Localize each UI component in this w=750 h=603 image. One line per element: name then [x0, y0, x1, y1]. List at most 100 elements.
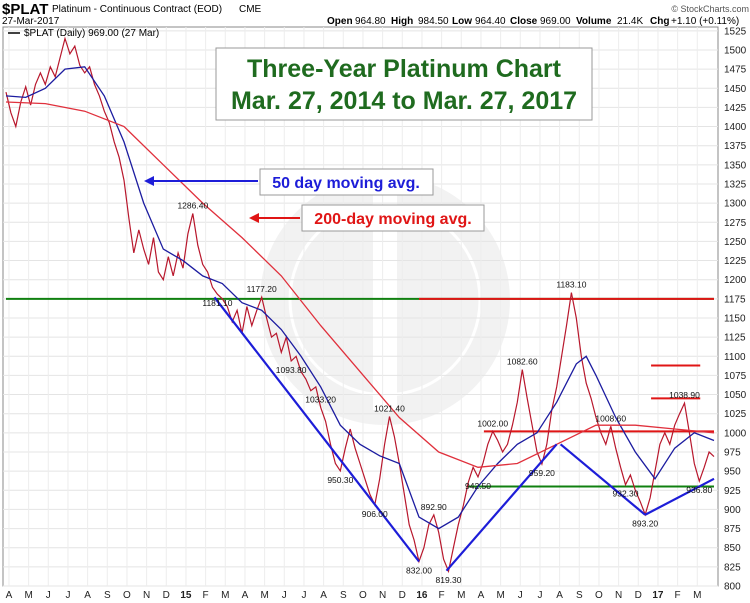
trend-line [644, 477, 715, 516]
y-tick-label: 1275 [724, 218, 747, 229]
y-tick-label: 1475 [724, 65, 747, 76]
x-tick-label: S [104, 590, 111, 601]
x-tick-label: A [84, 590, 91, 601]
symbol: $PLAT [2, 1, 48, 18]
ma200-label: 200-day moving avg. [314, 211, 471, 228]
x-tick-label: A [242, 590, 249, 601]
x-tick-label: N [615, 590, 622, 601]
price-label: 932.30 [613, 489, 639, 499]
watermark-logo [260, 175, 510, 425]
chg-value: +1.10 (+0.11%) [671, 16, 739, 27]
y-tick-label: 1300 [724, 199, 747, 210]
price-labels: 1286.40 1181.10 1177.20 1093.80 1033.20 1021.… [177, 201, 712, 586]
x-axis: A M J J A S O N D 15 F M A M J J A S O N D 16 F M A M J J A S O N D 17 F M [6, 590, 702, 601]
price-label: 942.50 [465, 481, 491, 491]
volume-value: 21.4K [617, 16, 643, 27]
y-tick-label: 1200 [724, 275, 747, 286]
x-tick-label: F [439, 590, 445, 601]
y-tick-label: 1425 [724, 103, 747, 114]
y-tick-label: 875 [724, 524, 741, 535]
x-tick-label: M [221, 590, 229, 601]
y-tick-label: 1125 [724, 333, 746, 344]
price-label: 819.30 [436, 575, 462, 585]
y-tick-label: 1050 [724, 390, 747, 401]
price-label: 1181.10 [202, 298, 232, 308]
y-tick-label: 950 [724, 467, 741, 478]
price-label: 1183.10 [556, 280, 586, 290]
x-tick-label: S [576, 590, 583, 601]
open-label: Open [327, 16, 353, 27]
open-value: 964.80 [355, 16, 386, 27]
y-tick-label: 1175 [724, 294, 746, 305]
price-label: 1038.90 [669, 390, 700, 400]
x-tick-label: J [65, 590, 70, 601]
x-tick-label: J [518, 590, 523, 601]
price-label: 832.00 [406, 565, 432, 575]
title-box [215, 47, 593, 121]
x-tick-label: F [203, 590, 209, 601]
trend-line [213, 296, 420, 563]
x-tick-label: 15 [180, 590, 192, 601]
horizontal-lines [6, 297, 714, 488]
y-tick-label: 1225 [724, 256, 747, 267]
price-label: 936.80 [686, 485, 712, 495]
series-group [5, 36, 715, 574]
y-tick-label: 1450 [724, 84, 747, 95]
price-series-line [5, 36, 715, 574]
y-tick-label: 900 [724, 505, 741, 516]
x-tick-label: M [260, 590, 268, 601]
y-tick-label: 850 [724, 543, 741, 554]
x-tick-label: O [123, 590, 131, 601]
price-label: 1002.00 [477, 418, 508, 428]
y-tick-label: 1150 [724, 313, 746, 324]
x-tick-label: M [496, 590, 504, 601]
description: Platinum - Continuous Contract (EOD) [52, 4, 222, 15]
y-tick-label: 1075 [724, 371, 747, 382]
y-axis: 800 825 850 875 900 925 950 975 1000 1025 1050 1075… [724, 26, 747, 592]
x-tick-label: M [24, 590, 32, 601]
y-tick-label: 1000 [724, 428, 747, 439]
ma50-arrow-head [144, 176, 154, 186]
x-tick-label: N [379, 590, 386, 601]
price-label: 959.20 [529, 468, 555, 478]
x-tick-label: J [537, 590, 542, 601]
price-label: 1033.20 [305, 394, 336, 404]
close-value: 969.00 [540, 16, 571, 27]
high-label: High [391, 16, 413, 27]
close-label: Close [510, 16, 538, 27]
x-tick-label: N [143, 590, 150, 601]
high-value: 984.50 [418, 16, 449, 27]
x-tick-label: A [320, 590, 327, 601]
watermark-text: © StockCharts.com [671, 4, 749, 14]
x-tick-label: 17 [652, 590, 664, 601]
x-tick-label: A [556, 590, 563, 601]
trend-line [559, 443, 646, 516]
y-tick-label: 1025 [724, 409, 747, 420]
exchange: CME [239, 4, 262, 15]
y-tick-label: 975 [724, 447, 741, 458]
price-label: 1177.20 [247, 284, 277, 294]
ma50-label-box [259, 168, 434, 196]
x-tick-label: M [693, 590, 701, 601]
x-tick-label: A [478, 590, 485, 601]
ma200-label-box [301, 204, 485, 232]
x-tick-label: J [282, 590, 287, 601]
chart-title-line1: Three-Year Platinum Chart [247, 55, 562, 83]
x-tick-label: M [457, 590, 465, 601]
y-tick-label: 800 [724, 582, 741, 593]
ma50-series-line [5, 66, 715, 530]
chart-title-line2: Mar. 27, 2014 to Mar. 27, 2017 [231, 87, 577, 115]
price-label: 1008.60 [595, 413, 626, 423]
ma50-label: 50 day moving avg. [272, 175, 420, 192]
x-tick-label: J [301, 590, 306, 601]
y-tick-label: 925 [724, 486, 741, 497]
y-tick-label: 1375 [724, 141, 747, 152]
price-label: 1082.60 [507, 357, 538, 367]
x-tick-label: O [595, 590, 603, 601]
x-tick-label: A [6, 590, 13, 601]
price-label: 892.90 [421, 502, 447, 512]
ma200-series-line [5, 101, 715, 468]
x-tick-label: D [635, 590, 642, 601]
date: 27-Mar-2017 [2, 16, 60, 27]
